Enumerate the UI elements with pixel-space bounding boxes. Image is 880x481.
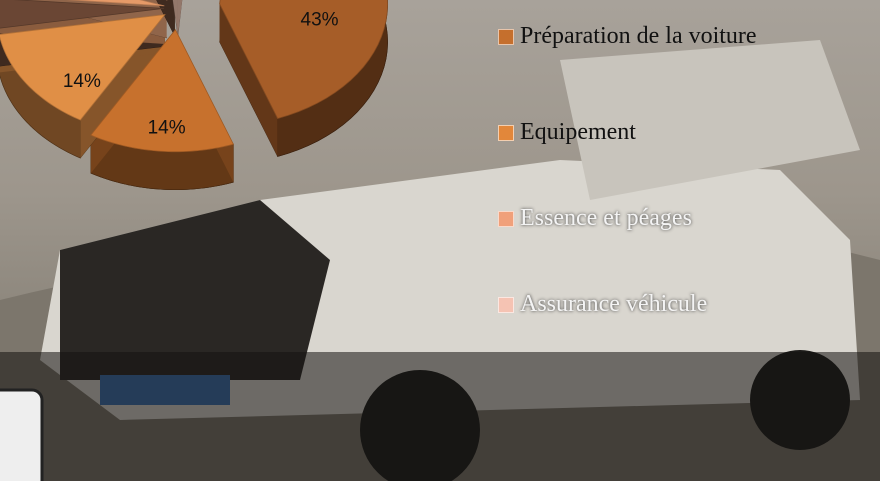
legend-label: Essence et péages: [520, 204, 692, 232]
legend-item: Assurance véhicule: [498, 290, 707, 318]
legend-item: Préparation de la voiture: [498, 22, 760, 50]
legend-label: Préparation de la voiture: [520, 22, 760, 50]
legend-item: Equipement: [498, 118, 636, 146]
slice-label: 43%: [301, 9, 339, 30]
chart: 43%14%14%14%: [0, 0, 880, 481]
legend-swatch: [498, 297, 514, 313]
legend-swatch: [498, 125, 514, 141]
legend-label: Equipement: [520, 118, 636, 146]
slide: 43%14%14%14% Préparation de la voitureEq…: [0, 0, 880, 481]
legend-label: Assurance véhicule: [520, 290, 707, 318]
legend-swatch: [498, 211, 514, 227]
legend-item: Essence et péages: [498, 204, 692, 232]
legend-swatch: [498, 29, 514, 45]
slice-label: 14%: [63, 71, 101, 92]
slice-label: 14%: [148, 118, 186, 139]
